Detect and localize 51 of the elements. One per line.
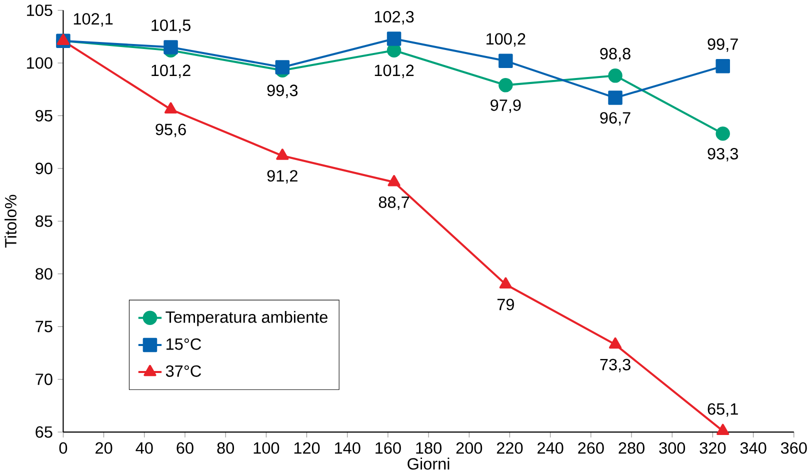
data-label: 88,7 xyxy=(378,196,410,210)
data-label: 99,7 xyxy=(708,38,738,52)
x-tick-label: 20 xyxy=(96,442,112,454)
y-tick-label: 65 xyxy=(36,426,52,438)
x-tick-label: 40 xyxy=(136,442,153,454)
x-tick-label: 320 xyxy=(700,442,726,454)
x-tick-label: 160 xyxy=(376,442,401,454)
x-tick-label: 240 xyxy=(538,442,564,454)
data-label: 102,1 xyxy=(74,13,113,26)
data-label: 91,2 xyxy=(267,170,298,184)
x-tick-label: 120 xyxy=(294,442,320,454)
x-tick-label: 300 xyxy=(659,442,686,454)
y-tick-label: 80 xyxy=(36,268,52,280)
data-label: 99,3 xyxy=(267,84,298,98)
data-label: 97,9 xyxy=(490,99,521,113)
data-label: 95,6 xyxy=(156,124,186,138)
data-label: 96,7 xyxy=(600,112,630,126)
y-tick-label: 100 xyxy=(27,57,52,69)
y-tick-label: 85 xyxy=(36,215,52,227)
x-tick-label: 100 xyxy=(254,442,280,454)
y-tick-label: 90 xyxy=(36,162,52,174)
data-label: 102,3 xyxy=(374,10,414,24)
x-tick-label: 0 xyxy=(59,442,68,454)
legend-label: 15°C xyxy=(166,338,202,350)
data-label: 73,3 xyxy=(600,358,630,372)
x-tick-label: 60 xyxy=(176,442,194,454)
y-tick-label: 75 xyxy=(36,320,52,332)
legend-label: 37°C xyxy=(166,365,202,377)
data-label: 98,8 xyxy=(600,48,630,62)
x-tick-label: 260 xyxy=(578,442,604,454)
data-label: 65,1 xyxy=(708,403,738,417)
x-tick-label: 280 xyxy=(618,442,644,454)
legend-label: Temperatura ambiente xyxy=(166,310,328,326)
y-tick-label: 95 xyxy=(36,110,52,122)
y-tick-label: 105 xyxy=(27,4,52,16)
y-tick-label: 70 xyxy=(36,373,52,385)
x-tick-label: 80 xyxy=(217,442,234,454)
data-label: 100,2 xyxy=(486,33,526,47)
data-label: 101,2 xyxy=(374,64,414,78)
data-label: 101,5 xyxy=(152,19,190,33)
x-tick-label: 340 xyxy=(740,442,766,454)
x-tick-label: 200 xyxy=(456,442,482,454)
data-label: 93,3 xyxy=(708,148,738,162)
x-tick-label: 220 xyxy=(496,442,523,454)
x-tick-label: 360 xyxy=(780,442,807,454)
x-tick-label: 180 xyxy=(416,442,442,454)
data-label: 79 xyxy=(497,298,514,310)
x-axis-title: Giorni xyxy=(408,458,450,470)
x-tick-label: 140 xyxy=(335,442,360,454)
data-label: 101,2 xyxy=(152,64,190,78)
y-axis-title: Titolo% xyxy=(4,194,16,248)
